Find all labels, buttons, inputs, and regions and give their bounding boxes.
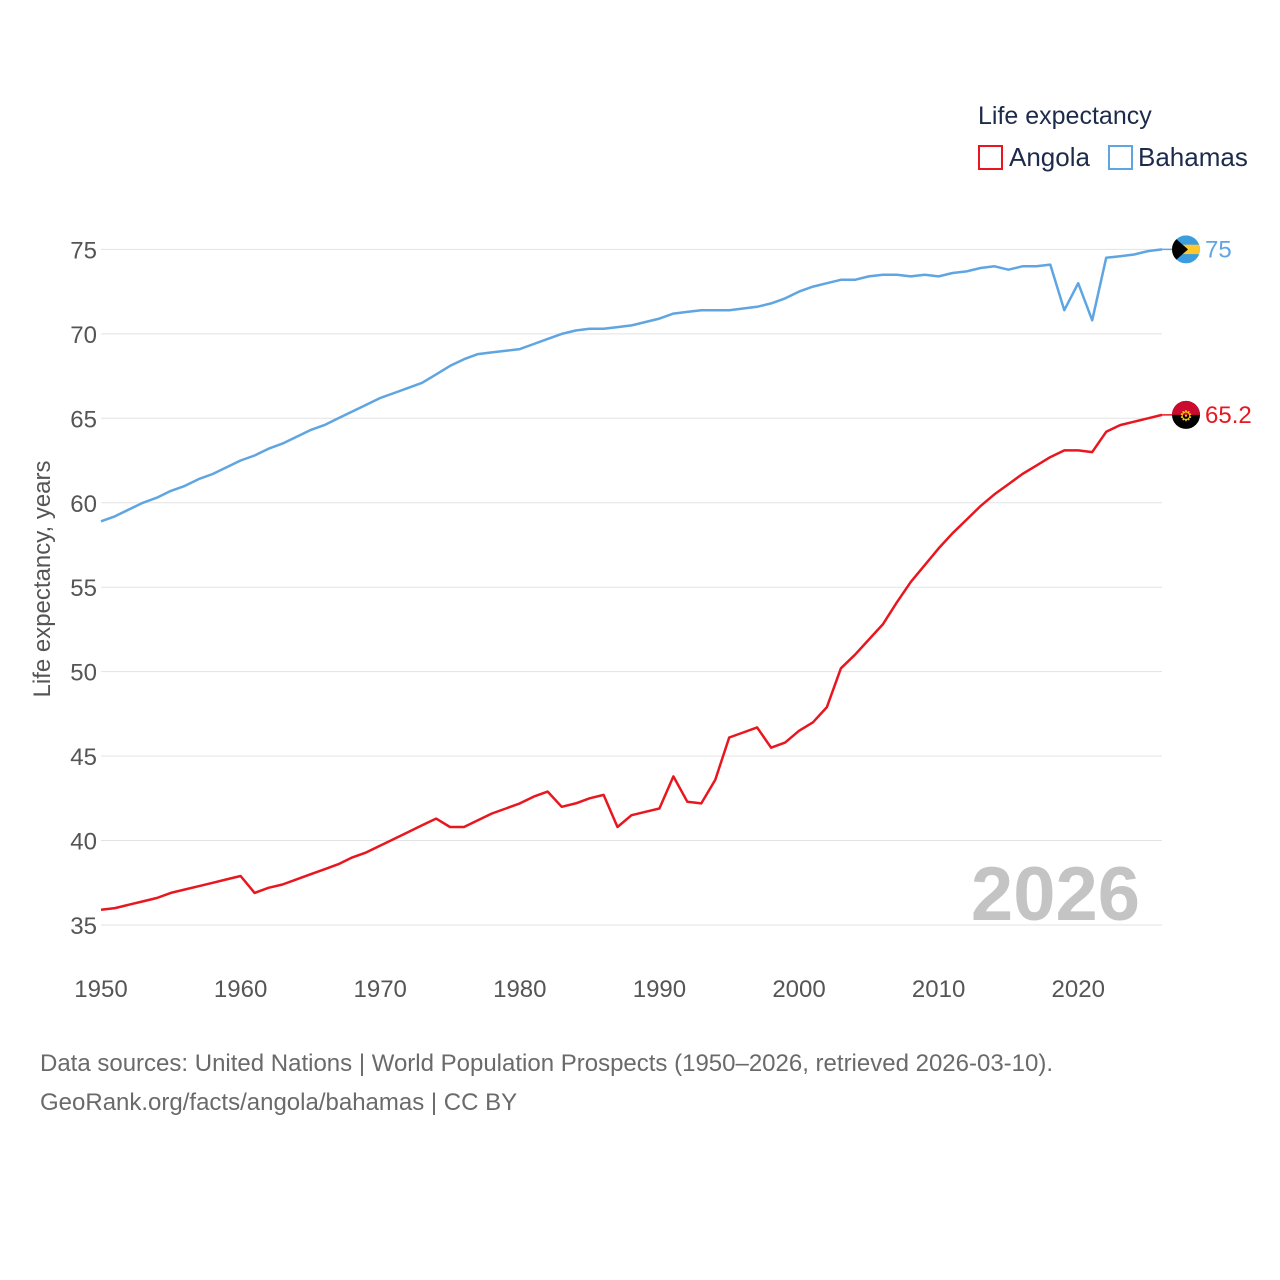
attribution-text: GeoRank.org/facts/angola/bahamas | CC BY bbox=[40, 1089, 518, 1116]
y-tick-label: 45 bbox=[70, 744, 97, 771]
x-tick-label: 1960 bbox=[214, 976, 267, 1003]
series-line-bahamas bbox=[100, 248, 1163, 523]
end-label-angola: 65.2 bbox=[1205, 402, 1252, 429]
y-tick-label: 35 bbox=[70, 913, 97, 940]
x-tick-label: 2000 bbox=[772, 976, 825, 1003]
year-watermark: 2026 bbox=[971, 852, 1140, 937]
y-tick-label: 75 bbox=[70, 237, 97, 264]
legend-swatch-bahamas bbox=[1108, 145, 1133, 170]
legend: Life expectancy Angola Bahamas bbox=[978, 102, 1248, 172]
legend-label-angola: Angola bbox=[1009, 142, 1090, 172]
x-tick-label: 2020 bbox=[1052, 976, 1105, 1003]
life-expectancy-chart: 35 40 45 50 55 60 65 70 75 1950 1960 1970 1980 1990 2… bbox=[29, 102, 1252, 1003]
y-tick-label: 50 bbox=[70, 660, 97, 687]
x-axis-ticks: 1950 1960 1970 1980 1990 2000 2010 2020 bbox=[74, 976, 1105, 1003]
source-note: Data sources: United Nations | World Pop… bbox=[40, 1044, 1053, 1122]
bahamas-flag-icon bbox=[1172, 235, 1200, 264]
series-lines bbox=[100, 248, 1186, 912]
data-sources-text: Data sources: United Nations | World Pop… bbox=[40, 1050, 1054, 1077]
x-tick-label: 1990 bbox=[633, 976, 686, 1003]
x-tick-label: 1950 bbox=[74, 976, 127, 1003]
x-tick-label: 1970 bbox=[354, 976, 407, 1003]
x-tick-label: 1980 bbox=[493, 976, 546, 1003]
y-tick-label: 55 bbox=[70, 575, 97, 602]
angola-flag-icon: ⚙ bbox=[1172, 400, 1200, 429]
y-axis-label: Life expectancy, years bbox=[29, 460, 56, 697]
legend-title: Life expectancy bbox=[978, 102, 1152, 130]
gridlines bbox=[101, 248, 1162, 926]
y-tick-label: 40 bbox=[70, 829, 97, 856]
y-tick-label: 65 bbox=[70, 406, 97, 433]
x-tick-label: 2010 bbox=[912, 976, 965, 1003]
end-label-bahamas: 75 bbox=[1205, 236, 1232, 263]
series-line-angola bbox=[100, 413, 1163, 912]
y-axis-ticks: 35 40 45 50 55 60 65 70 75 bbox=[70, 237, 97, 940]
legend-swatch-angola bbox=[978, 145, 1003, 170]
svg-text:⚙: ⚙ bbox=[1179, 408, 1192, 425]
y-tick-label: 60 bbox=[70, 491, 97, 518]
legend-label-bahamas: Bahamas bbox=[1138, 142, 1248, 172]
y-tick-label: 70 bbox=[70, 322, 97, 349]
